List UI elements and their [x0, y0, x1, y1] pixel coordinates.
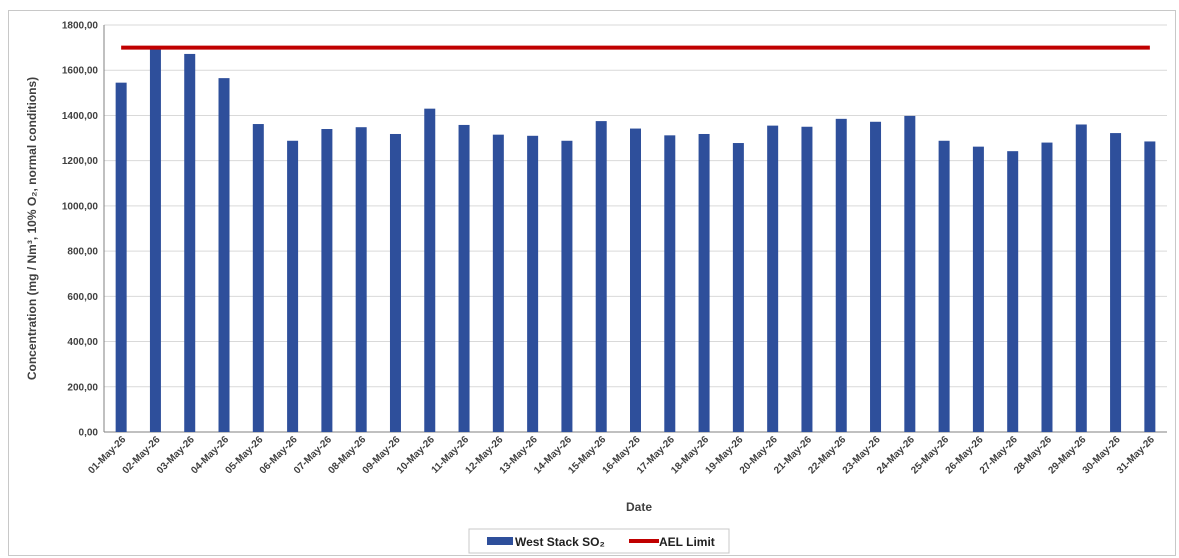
x-tick-label: 31-May-26 [1115, 434, 1157, 476]
y-tick-label: 1200,00 [62, 156, 99, 167]
y-tick-label: 400,00 [67, 337, 98, 348]
bar [149, 48, 161, 432]
x-tick-labels: 01-May-2602-May-2603-May-2604-May-2605-M… [86, 434, 1157, 476]
y-tick-label: 1600,00 [62, 66, 99, 77]
bar [218, 78, 230, 432]
bar [458, 124, 470, 433]
bar [1110, 133, 1122, 432]
bar [561, 140, 573, 432]
y-tick-label: 1000,00 [62, 201, 99, 212]
bar [115, 82, 127, 433]
legend: West Stack SO₂ AEL Limit [468, 528, 730, 554]
bar [835, 118, 847, 432]
bar [492, 134, 504, 432]
bar [527, 135, 539, 432]
bar [1041, 142, 1053, 433]
y-tick-label: 600,00 [67, 292, 98, 303]
x-axis-title: Date [626, 500, 652, 514]
bar [972, 146, 984, 433]
y-tick-label: 800,00 [67, 247, 98, 258]
bar [801, 126, 813, 432]
y-tick-label: 1400,00 [62, 111, 99, 122]
y-tick-labels: 0,00 200,00 400,00 600,00 800,00 1000,00 1200,… [62, 21, 99, 439]
bar [698, 133, 710, 432]
bar [321, 129, 333, 432]
y-tick-label: 1800,00 [62, 21, 99, 32]
chart-frame: 0,00 200,00 400,00 600,00 800,00 1000,00 1200,… [8, 10, 1176, 556]
y-axis-title: Concentration (mg / Nm³, 10% O₂, normal … [25, 77, 39, 380]
bar [287, 140, 299, 432]
bar [904, 115, 916, 432]
y-tick-label: 0,00 [79, 428, 99, 439]
legend-bar-label: West Stack SO₂ [515, 535, 605, 549]
bar [767, 125, 779, 432]
bar [664, 135, 676, 432]
bar [630, 128, 641, 432]
bar [355, 127, 367, 433]
bar [389, 133, 401, 432]
bar [938, 140, 950, 432]
bar [424, 108, 436, 433]
bar [184, 53, 196, 432]
chart-svg: 0,00 200,00 400,00 600,00 800,00 1000,00 1200,… [25, 21, 1167, 554]
legend-line-label: AEL Limit [659, 535, 715, 549]
bar [1144, 141, 1156, 433]
bar [732, 143, 744, 432]
bar [870, 121, 882, 432]
bar [1075, 124, 1087, 432]
y-tick-label: 200,00 [67, 382, 98, 393]
bar [595, 121, 607, 432]
bar [252, 124, 264, 432]
legend-bar-swatch [487, 537, 513, 545]
bar [1007, 151, 1019, 433]
bars [115, 48, 1156, 433]
